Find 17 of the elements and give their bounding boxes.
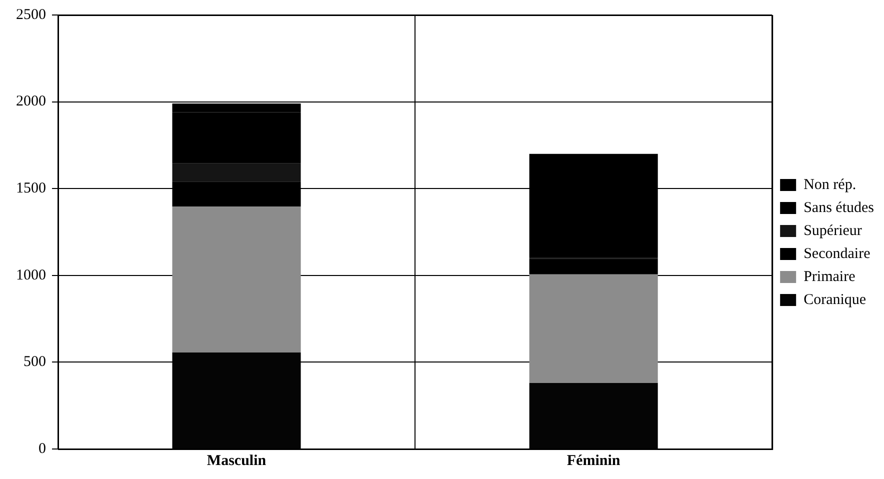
legend-label: Coranique [804, 292, 866, 308]
legend-label: Secondaire [804, 246, 871, 262]
x-tick-label: Masculin [206, 452, 267, 469]
legend-label: Sans études [804, 200, 874, 216]
bar [172, 163, 301, 182]
bar [529, 274, 658, 384]
x-tick-label: Féminin [566, 452, 621, 469]
y-tick-label: 500 [24, 354, 46, 370]
legend-label: Supérieur [804, 222, 862, 239]
legend-label: Primaire [804, 268, 856, 285]
y-tick-label: 1500 [16, 180, 46, 197]
y-tick-label: 2500 [16, 6, 46, 23]
y-tick-label: 2000 [16, 94, 46, 110]
y-tick-label: 0 [38, 440, 46, 457]
legend-label: Non rép. [804, 176, 856, 193]
bar [172, 206, 301, 352]
y-tick-label: 1000 [16, 267, 46, 284]
